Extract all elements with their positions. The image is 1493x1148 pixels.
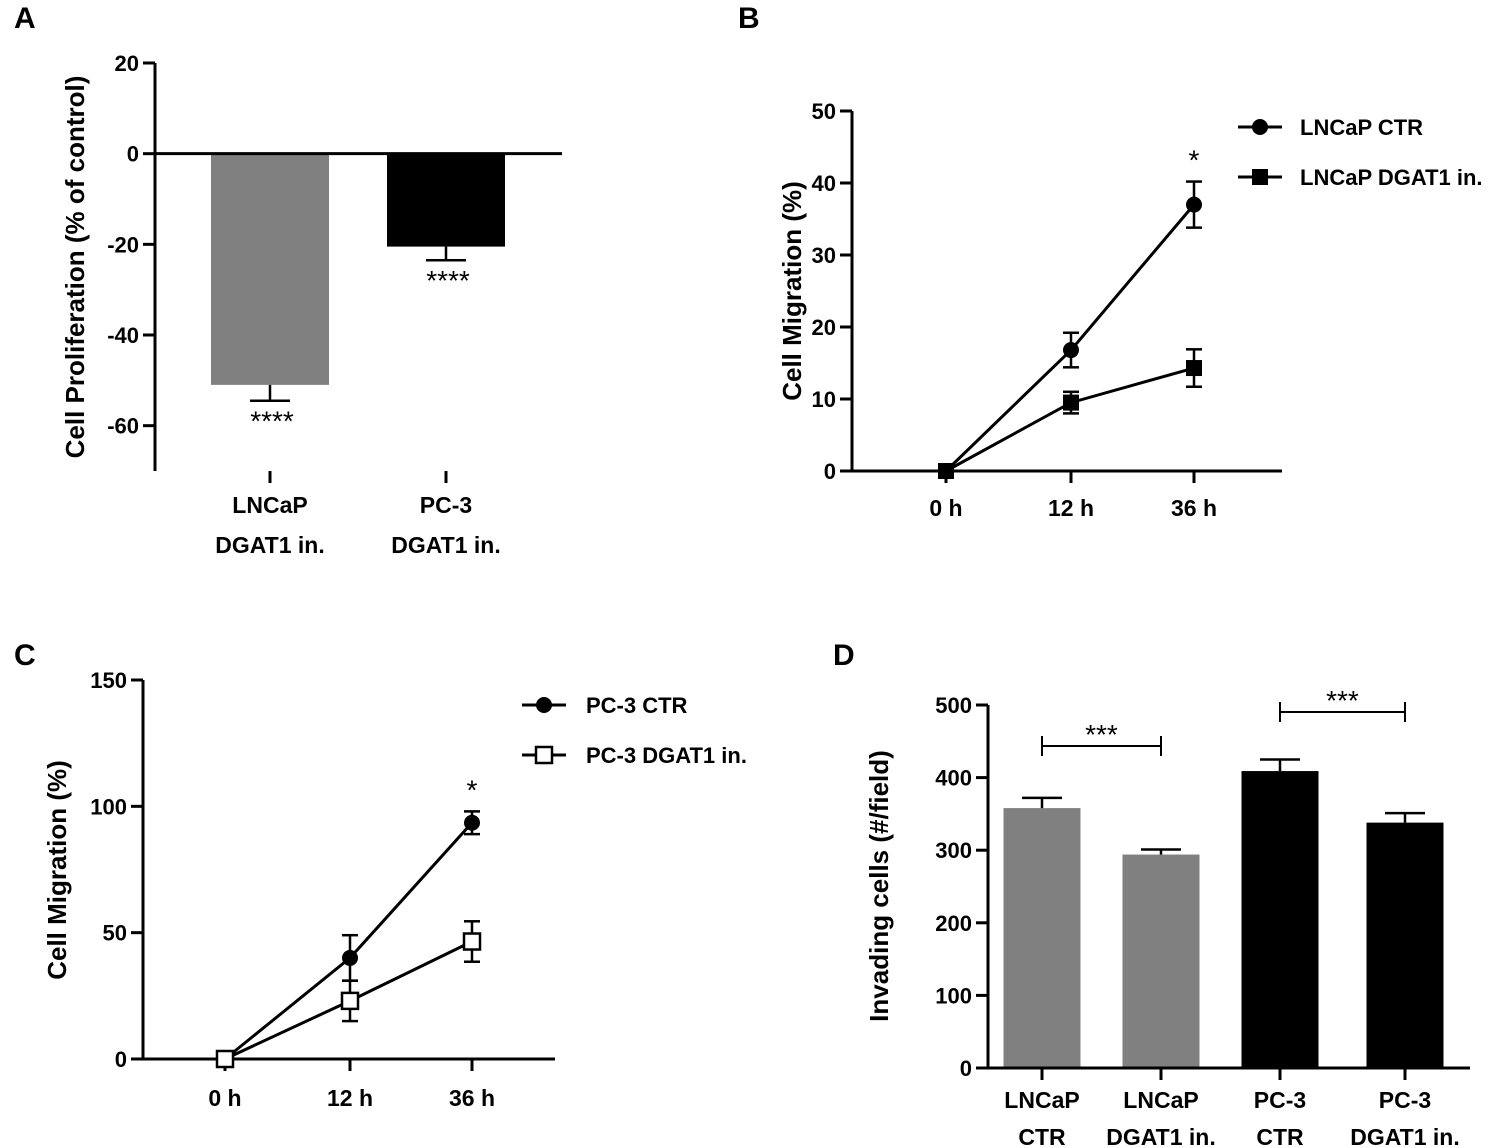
legend-label: LNCaP DGAT1 in.: [1300, 165, 1483, 190]
y-tick-label: 400: [935, 766, 972, 791]
y-tick-label: 0: [960, 1056, 972, 1081]
x-tick-label: 0 h: [929, 495, 962, 521]
x-tick-label: DGAT1 in.: [1350, 1124, 1459, 1148]
marker-square: [1186, 360, 1202, 377]
series-line: [224, 821, 474, 1061]
marker-circle: [342, 949, 358, 966]
y-tick-label: 20: [812, 315, 836, 340]
x-tick-label: PC-3: [1254, 1087, 1306, 1113]
x-tick-label: PC-3: [1379, 1087, 1431, 1113]
panel-D: D 0 100 200 300 400 500 Invading cells (#/field…: [833, 639, 1470, 1148]
y-axis-label: Cell Migration (%): [42, 760, 72, 980]
y-tick-label: -60: [107, 414, 139, 439]
panel-B: B 0 10 20 30 40 50 Cell Migration (%) 0 h 12 h 36 …: [738, 2, 1483, 521]
panel-label: D: [833, 639, 855, 672]
significance-label: ****: [426, 265, 470, 296]
y-tick-label: 0: [824, 459, 836, 484]
y-tick-label: 10: [812, 387, 836, 412]
x-tick-label: CTR: [1018, 1124, 1066, 1148]
marker-open-square: [534, 745, 554, 765]
x-tick-label: DGAT1 in.: [215, 532, 324, 558]
marker-square: [1252, 169, 1268, 185]
bracket-label: ***: [1085, 719, 1118, 750]
y-tick-label: 40: [812, 171, 836, 196]
y-tick-label: -40: [107, 323, 139, 348]
x-tick-label: DGAT1 in.: [1106, 1124, 1215, 1148]
y-tick-label: 100: [935, 983, 972, 1008]
x-tick-label: 12 h: [327, 1085, 373, 1111]
y-tick-label: 0: [115, 1047, 127, 1072]
marker-circle: [1252, 119, 1268, 135]
bar: [1003, 808, 1081, 1068]
marker-open-square: [340, 991, 360, 1011]
x-tick-label: LNCaP: [232, 492, 307, 518]
y-tick-label: 100: [90, 794, 127, 819]
bar: [1366, 822, 1444, 1068]
x-tick-label: LNCaP: [1123, 1087, 1198, 1113]
y-axis-label: Cell Proliferation (% of control): [60, 76, 90, 459]
y-axis-label: Invading cells (#/field): [864, 750, 894, 1022]
panel-label: A: [14, 2, 36, 35]
x-tick-label: PC-3: [420, 492, 472, 518]
y-tick-label: 150: [90, 668, 127, 693]
marker-circle: [1063, 342, 1079, 359]
significance-label: *: [467, 774, 478, 805]
panel-label: C: [14, 639, 36, 672]
bracket-label: ***: [1326, 685, 1359, 716]
y-axis-label: Cell Migration (%): [777, 181, 807, 401]
marker-circle: [464, 814, 480, 831]
significance-label: ****: [250, 406, 294, 437]
marker-circle: [536, 697, 552, 713]
panel-C: C 0 50 100 150 Cell Migration (%) 0 h 12 h 36 h P…: [14, 639, 747, 1111]
marker-circle: [1186, 196, 1202, 213]
y-tick-label: 0: [127, 142, 139, 167]
x-tick-label: DGAT1 in.: [391, 532, 500, 558]
y-tick-label: 300: [935, 838, 972, 863]
y-tick-label: 30: [812, 243, 836, 268]
bar: [387, 153, 505, 247]
marker-square: [938, 463, 954, 479]
bar: [1122, 854, 1200, 1068]
significance-label: *: [1189, 145, 1200, 176]
x-tick-label: 36 h: [449, 1085, 495, 1111]
y-tick-label: 20: [115, 51, 139, 76]
y-tick-label: 50: [103, 921, 127, 946]
marker-open-square: [462, 932, 482, 951]
y-tick-label: 500: [935, 693, 972, 718]
x-tick-label: CTR: [1256, 1124, 1304, 1148]
x-tick-label: 12 h: [1048, 495, 1094, 521]
marker-open-square: [215, 1049, 235, 1069]
y-tick-label: -20: [107, 232, 139, 257]
legend-label: PC-3 CTR: [586, 693, 688, 718]
y-tick-label: 50: [812, 99, 836, 124]
y-tick-label: 200: [935, 911, 972, 936]
legend-label: LNCaP CTR: [1300, 115, 1423, 140]
panel-label: B: [738, 2, 760, 35]
panel-A: A 20 0 -20 -40 -60 Cell Proliferation (% of co…: [14, 2, 562, 558]
series-line: [945, 366, 1195, 473]
legend-label: PC-3 DGAT1 in.: [586, 743, 747, 768]
bar: [1241, 771, 1319, 1068]
marker-square: [1063, 394, 1079, 411]
x-tick-label: 0 h: [208, 1085, 241, 1111]
x-tick-label: LNCaP: [1004, 1087, 1079, 1113]
x-tick-label: 36 h: [1171, 495, 1217, 521]
bar: [211, 153, 329, 385]
